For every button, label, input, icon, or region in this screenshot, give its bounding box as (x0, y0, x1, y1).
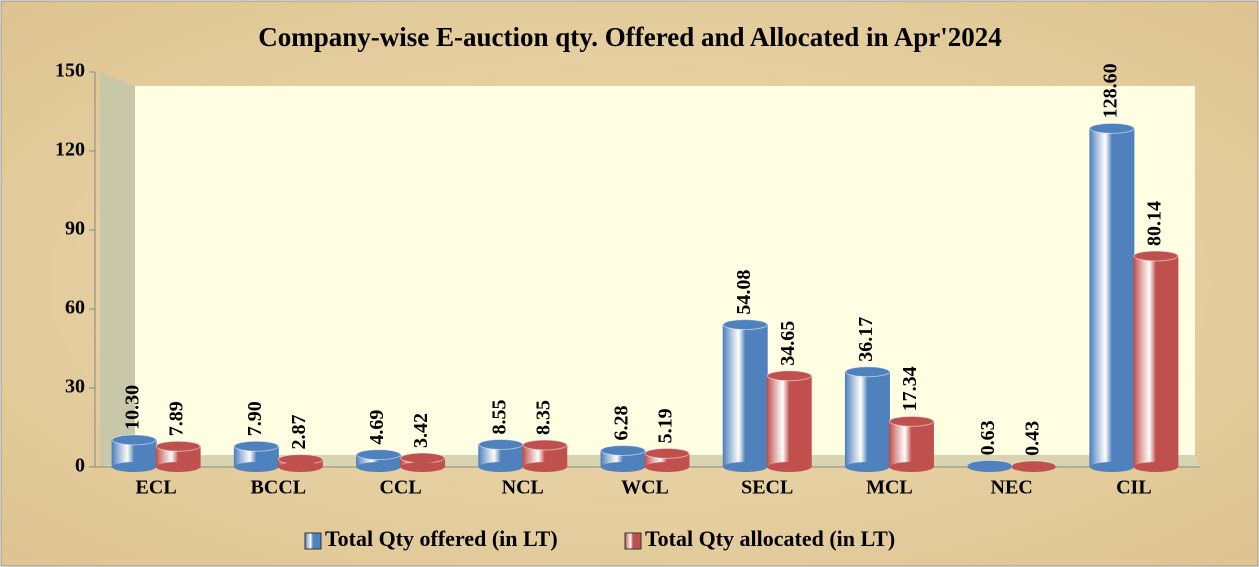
x-tick-label: NCL (502, 477, 544, 499)
x-tick-label: SECL (741, 477, 793, 499)
bar (722, 324, 768, 468)
x-tick-label: MCL (866, 477, 913, 499)
data-label: 4.69 (366, 410, 388, 445)
data-label: 0.63 (977, 420, 999, 455)
data-label: 54.08 (733, 270, 755, 315)
bar-top (1089, 122, 1135, 134)
bar-top (356, 449, 402, 461)
bar (766, 375, 812, 468)
data-label: 8.55 (488, 399, 510, 434)
x-tick-label: BCCL (251, 477, 307, 499)
bar-top (478, 438, 524, 450)
y-tick-label: 120 (55, 139, 85, 161)
data-label: 80.14 (1143, 201, 1165, 246)
data-label: 36.17 (855, 317, 877, 362)
x-tick-label: CIL (1116, 477, 1152, 499)
bar (844, 371, 890, 468)
bar-top (400, 452, 446, 464)
bar-base (522, 462, 567, 472)
data-label: 128.60 (1099, 63, 1121, 118)
bar-base (645, 462, 689, 472)
data-label: 7.89 (166, 401, 188, 436)
data-label: 34.65 (777, 321, 799, 366)
bar-top (722, 319, 768, 331)
bar-base (889, 462, 934, 472)
data-label: 8.35 (532, 400, 554, 435)
chart-title: Company-wise E-auction qty. Offered and … (258, 22, 1002, 52)
bar-top (766, 370, 812, 382)
bar-base (356, 462, 401, 472)
bar-base (967, 462, 1012, 472)
bar-top (888, 415, 934, 427)
y-tick-label: 90 (65, 218, 85, 240)
bar-top (644, 447, 690, 459)
bar (1089, 127, 1135, 468)
bar-base (723, 462, 768, 472)
bar-base (156, 462, 201, 472)
bar-base (601, 462, 645, 472)
bar-top (111, 434, 157, 446)
bar-base (478, 462, 523, 472)
data-label: 10.30 (122, 385, 144, 430)
legend-label: Total Qty allocated (in LT) (645, 526, 895, 551)
legend-swatch (304, 532, 322, 550)
bar-base (1011, 462, 1056, 472)
data-label: 5.19 (655, 408, 677, 443)
bar-top (844, 366, 890, 378)
x-tick-label: NEC (991, 477, 1033, 499)
data-label: 6.28 (611, 405, 633, 440)
x-tick-label: CCL (379, 477, 421, 499)
y-tick-label: 60 (65, 297, 85, 319)
legend-swatch (624, 532, 642, 550)
bar (1133, 255, 1179, 468)
back-wall (135, 86, 1195, 455)
y-tick-label: 30 (65, 376, 85, 398)
data-label: 7.90 (244, 401, 266, 436)
bar-base (767, 462, 812, 472)
y-tick-label: 150 (55, 60, 85, 82)
bar-top (522, 439, 568, 451)
data-label: 0.43 (1021, 421, 1043, 456)
legend-label: Total Qty offered (in LT) (325, 526, 558, 551)
bar-top (1133, 250, 1179, 262)
y-tick-label: 0 (75, 455, 85, 477)
bar-base (1089, 462, 1134, 472)
x-tick-label: WCL (621, 477, 669, 499)
data-label: 3.42 (410, 413, 432, 448)
bar-top (233, 440, 279, 452)
data-label: 17.34 (899, 366, 921, 411)
bar-base (278, 462, 323, 472)
bar (888, 420, 934, 468)
data-label: 2.87 (288, 414, 310, 449)
bar-top (600, 444, 646, 456)
bar-top (155, 440, 201, 452)
side-wall (100, 72, 135, 467)
bar-base (400, 462, 445, 472)
bar-base (845, 462, 890, 472)
x-tick-label: ECL (136, 477, 177, 499)
bar-base (1133, 462, 1178, 472)
bar-base (234, 462, 279, 472)
bar-base (112, 462, 157, 472)
